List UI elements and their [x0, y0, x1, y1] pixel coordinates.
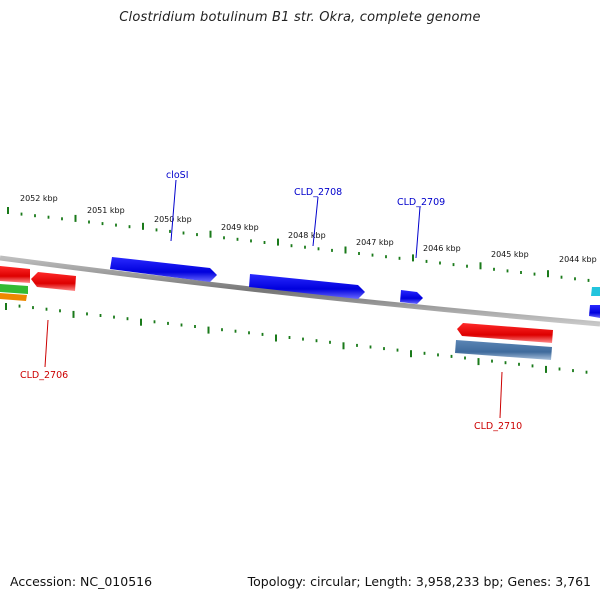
gene-arrow-left-orange: [0, 293, 27, 301]
scale-label: 2049 kbp: [221, 223, 259, 232]
leader-line-CLD_2710: [499, 371, 503, 419]
gene-arrow-steel: [455, 340, 552, 360]
gene-arrow-CLD_2709[interactable]: [400, 290, 423, 304]
scale-label: 2046 kbp: [423, 244, 461, 253]
gene-label-CLD_2710[interactable]: CLD_2710: [474, 421, 522, 432]
gene-arrow-left-green: [0, 284, 28, 294]
genome-backbone: [0, 255, 600, 327]
scale-label: 2051 kbp: [87, 206, 125, 215]
gene-arrow-edge-blue: [589, 305, 600, 318]
genome-summary-text: Topology: circular; Length: 3,958,233 bp…: [247, 574, 591, 589]
scale-label: 2052 kbp: [20, 194, 58, 203]
gene-labels: cloSI CLD_2708 CLD_2709 CLD_2706 CLD_271…: [20, 170, 522, 432]
scale-label: 2048 kbp: [288, 231, 326, 240]
gene-arrow-cloSI[interactable]: [110, 257, 217, 282]
accession-text: Accession: NC_010516: [10, 574, 153, 589]
leader-line-CLD_2709: [415, 206, 421, 259]
leader-line-CLD_2708: [312, 196, 319, 247]
gene-arrow-edge-cyan: [591, 287, 600, 296]
leader-line-cloSI: [170, 179, 177, 242]
gene-label-CLD_2706[interactable]: CLD_2706: [20, 370, 68, 381]
scale-labels: 2052 kbp 2051 kbp 2050 kbp 2049 kbp 2048…: [20, 194, 597, 264]
reverse-genes: [0, 266, 553, 360]
scale-label: 2044 kbp: [559, 255, 597, 264]
scale-label: 2047 kbp: [356, 238, 394, 247]
gene-arrow-CLD_2710[interactable]: [457, 323, 553, 343]
gene-arrow-left-red: [0, 266, 30, 283]
gene-label-CLD_2708[interactable]: CLD_2708: [294, 187, 342, 198]
forward-genes: [110, 257, 600, 318]
scale-label: 2045 kbp: [491, 250, 529, 259]
gene-arrow-CLD_2706[interactable]: [31, 272, 76, 291]
gene-arrow-CLD_2708[interactable]: [249, 274, 365, 299]
scale-ticks-inner: [5, 303, 588, 374]
scale-ticks-outer: [7, 207, 590, 282]
leader-line-CLD_2706: [44, 319, 49, 368]
gene-label-cloSI[interactable]: cloSI: [166, 170, 189, 181]
map-title: Clostridium botulinum B1 str. Okra, comp…: [119, 10, 481, 25]
gene-label-CLD_2709[interactable]: CLD_2709: [397, 197, 445, 208]
